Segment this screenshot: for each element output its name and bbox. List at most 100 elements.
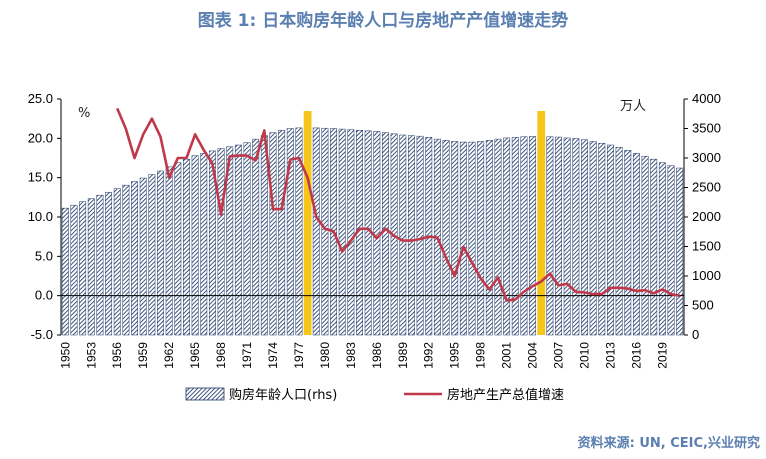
population-bar-1997: [468, 141, 476, 336]
x-tick-label: 2007: [552, 342, 566, 369]
population-bar-1991: [416, 135, 424, 336]
population-bar-1996: [459, 141, 467, 336]
legend-label-growth: 房地产生产总值增速: [447, 387, 564, 403]
x-tick-label: 1986: [370, 342, 384, 369]
x-tick-label: 1977: [292, 342, 306, 369]
population-bar-1982: [338, 128, 346, 336]
population-bar-2020: [667, 165, 675, 336]
population-bar-1967: [208, 150, 216, 336]
population-bar-1969: [226, 146, 234, 336]
population-bar-2011: [589, 141, 597, 336]
population-bar-1995: [451, 141, 459, 336]
x-tick-label: 1971: [240, 342, 254, 369]
legend-swatch-population: [185, 387, 225, 401]
population-bar-1974: [269, 132, 277, 336]
population-bar-2018: [650, 158, 658, 336]
x-tick-label: 2004: [526, 342, 540, 369]
x-tick-label: 1983: [344, 342, 358, 369]
population-bar-1975: [278, 130, 286, 336]
population-bar-2000: [494, 138, 502, 336]
left-tick-label: 25.0: [28, 91, 53, 106]
left-tick-label: 10.0: [28, 209, 53, 224]
population-bar-2006: [546, 136, 554, 336]
population-bar-2003: [520, 136, 528, 336]
x-tick-label: 1974: [266, 342, 280, 369]
right-tick-label: 0: [692, 327, 699, 342]
left-tick-label: 15.0: [28, 170, 53, 185]
population-bar-2017: [641, 155, 649, 336]
right-tick-label: 1500: [692, 239, 721, 254]
population-bar-2019: [658, 162, 666, 336]
x-tick-label: 2010: [577, 342, 591, 369]
source-note: 资料来源: UN, CEIC,兴业研究: [577, 436, 760, 451]
population-bar-1989: [399, 134, 407, 336]
population-bar-1950: [61, 207, 69, 336]
highlight-bar-2005: [537, 111, 546, 335]
right-axis-unit: 万人: [620, 99, 646, 114]
population-bar-1964: [183, 158, 190, 336]
x-tick-label: 1956: [110, 342, 124, 369]
population-bar-1960: [148, 174, 156, 336]
left-tick-label: 5.0: [35, 248, 53, 263]
population-bar-2016: [632, 153, 640, 336]
population-bar-1957: [122, 184, 130, 336]
population-bar-1986: [373, 131, 381, 336]
population-bar-1961: [157, 170, 164, 336]
population-bar-2015: [624, 150, 632, 336]
right-tick-label: 4000: [692, 91, 721, 106]
population-bar-1990: [407, 135, 415, 336]
x-tick-label: 1992: [422, 342, 436, 369]
population-bar-1994: [442, 140, 450, 336]
population-bar-2014: [615, 147, 623, 336]
right-tick-label: 2000: [692, 209, 721, 224]
left-axis-unit: %: [78, 106, 90, 121]
growth-line: [116, 107, 680, 302]
population-bar-1971: [243, 142, 251, 336]
population-bar-2013: [606, 144, 614, 336]
legend-label-population: 购房年龄人口(rhs): [229, 387, 337, 403]
right-tick-label: 1000: [692, 268, 721, 283]
population-bar-1999: [485, 140, 493, 336]
population-bar-2021: [676, 167, 684, 336]
population-bar-1953: [87, 198, 95, 336]
population-bar-1966: [200, 153, 208, 336]
population-bar-2009: [572, 138, 580, 336]
population-bar-2002: [511, 137, 519, 336]
population-bar-1976: [286, 128, 294, 336]
x-tick-label: 1962: [162, 342, 176, 369]
right-tick-label: 3500: [692, 121, 721, 136]
x-tick-label: 1995: [448, 342, 462, 369]
population-bar-1980: [321, 127, 329, 336]
population-bar-2001: [503, 137, 511, 336]
population-bar-1968: [217, 148, 225, 336]
left-tick-label: 0.0: [35, 288, 53, 303]
x-tick-label: 1998: [474, 342, 488, 369]
population-bar-2004: [529, 136, 537, 336]
x-tick-label: 1968: [214, 342, 228, 369]
x-tick-label: 2019: [655, 342, 669, 369]
x-tick-label: 2016: [629, 342, 643, 369]
population-bar-1998: [477, 141, 485, 336]
x-tick-label: 1959: [136, 342, 150, 369]
right-tick-label: 500: [692, 298, 714, 313]
population-bar-1958: [131, 181, 139, 336]
population-bar-1979: [312, 127, 320, 336]
x-tick-label: 1980: [318, 342, 332, 369]
population-bar-1977: [295, 127, 303, 336]
left-tick-label: -5.0: [31, 327, 53, 342]
population-bar-2007: [555, 136, 562, 336]
x-tick-label: 1989: [396, 342, 410, 369]
chart-title: 图表 1: 日本购房年龄人口与房地产产值增速走势: [197, 11, 569, 31]
population-bar-1963: [174, 162, 182, 336]
population-bar-2008: [563, 137, 571, 336]
highlight-bar-1978: [303, 111, 312, 335]
x-tick-label: 1950: [58, 342, 72, 369]
population-bar-1970: [234, 144, 242, 336]
population-bar-1955: [105, 191, 113, 336]
population-bar-1973: [260, 135, 268, 336]
x-tick-label: 2001: [500, 342, 514, 369]
population-bar-1951: [70, 204, 78, 336]
x-tick-label: 1953: [84, 342, 98, 369]
population-bar-1965: [191, 155, 199, 336]
